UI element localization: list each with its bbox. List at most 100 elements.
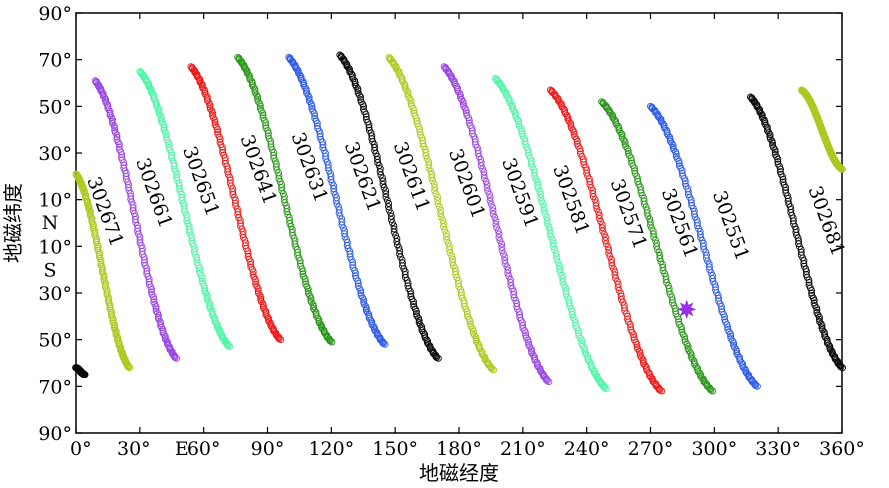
orbit-point [519, 319, 526, 327]
orbit-point [357, 289, 365, 297]
orbit-point [206, 304, 214, 312]
orbit-point [526, 343, 534, 351]
orbit-point [307, 298, 315, 306]
orbit-point [118, 347, 125, 355]
orbit-point [406, 287, 414, 295]
orbit-point [494, 227, 502, 235]
orbit-point [206, 105, 214, 113]
orbit-point [774, 155, 782, 163]
orbit-label-302551: 302551 [708, 188, 753, 264]
orbit-point [646, 221, 654, 229]
orbit-point [365, 121, 373, 129]
orbit-point [524, 149, 532, 156]
orbit-point [545, 378, 553, 386]
orbit-point [486, 197, 494, 205]
orbit-point [410, 107, 418, 115]
orbit-point [330, 185, 338, 193]
orbit-point [354, 85, 362, 93]
orbit-point [118, 151, 126, 159]
orbit-series-302571 [547, 86, 666, 395]
orbit-point [211, 118, 219, 126]
orbit-series-302651 [136, 67, 234, 351]
orbit-point [784, 197, 792, 205]
orbit-point [501, 260, 509, 268]
orbit-point [480, 171, 488, 179]
orbit-point [308, 102, 316, 110]
orbit-point [197, 80, 205, 87]
orbit-point [813, 306, 821, 314]
x-axis-title: 地磁经度 [419, 461, 499, 485]
orbit-point [578, 337, 586, 345]
orbit-point [303, 87, 310, 95]
orbit-point [446, 249, 454, 257]
orbit-point [272, 163, 280, 171]
orbit-point [373, 156, 381, 163]
orbit-point [404, 279, 412, 287]
orbit-point [357, 93, 365, 101]
orbit-point [367, 316, 375, 324]
orbit-point [313, 119, 321, 127]
orbit-labels: 302671 302661 302651 302641 302631 302621 3026… [82, 129, 849, 263]
orbit-point [412, 307, 420, 315]
orbit-point [434, 197, 442, 204]
orbit-point [97, 259, 105, 267]
orbit-point [819, 326, 827, 334]
x-tick-label: 0° [70, 438, 92, 460]
orbit-point [777, 165, 784, 173]
orbit-point [480, 174, 488, 182]
orbit-point [821, 330, 829, 338]
orbit-point [612, 120, 620, 128]
orbit-point [238, 60, 246, 68]
orbit-point [387, 215, 395, 223]
orbit-point [618, 132, 626, 140]
orbit-point [167, 149, 175, 157]
orbit-point [244, 247, 252, 255]
orbit-point [573, 137, 581, 145]
orbit-point [614, 283, 622, 291]
orbit-point [134, 227, 141, 235]
orbit-point [327, 176, 335, 184]
y-tick-label: 50° [38, 96, 72, 118]
orbit-point [616, 128, 624, 136]
orbit-point [770, 144, 777, 152]
orbit-point [124, 363, 132, 371]
orbit-point [527, 160, 535, 168]
orbit-point [779, 176, 787, 183]
orbit-point [709, 387, 717, 395]
orbit-point [249, 268, 257, 276]
x-tick-label: 240° [564, 438, 610, 460]
orbit-point [404, 88, 412, 96]
x-tick-label: 330° [755, 438, 801, 460]
orbit-point [637, 354, 645, 362]
orbit-point [113, 131, 121, 139]
orbit-point [402, 86, 410, 94]
y-tick-label: 30° [38, 283, 72, 305]
orbit-point [407, 97, 415, 105]
orbit-point [766, 131, 774, 139]
orbit-point [605, 246, 613, 254]
orbit-point [525, 338, 533, 346]
orbit-point [206, 101, 214, 109]
x-tick-label: 300° [691, 438, 737, 460]
orbit-point [501, 253, 509, 261]
orbit-point [362, 305, 370, 312]
orbit-point [151, 96, 159, 104]
orbit-point [471, 138, 479, 146]
orbit-point [727, 332, 735, 340]
orbit-point [565, 117, 573, 125]
orbit-point [154, 104, 162, 112]
orbit-point [505, 272, 513, 280]
orbit-point [262, 119, 270, 127]
orbit-point [537, 194, 545, 202]
orbit-point [486, 190, 493, 198]
orbit-point [443, 236, 451, 244]
orbit-point [103, 289, 111, 297]
orbit-point [741, 365, 749, 373]
orbit-point [656, 255, 664, 262]
orbit-point [428, 171, 436, 178]
orbit-point [483, 181, 491, 189]
orbit-point [413, 114, 421, 122]
orbit-point [496, 237, 504, 245]
orbit-point [152, 305, 160, 313]
